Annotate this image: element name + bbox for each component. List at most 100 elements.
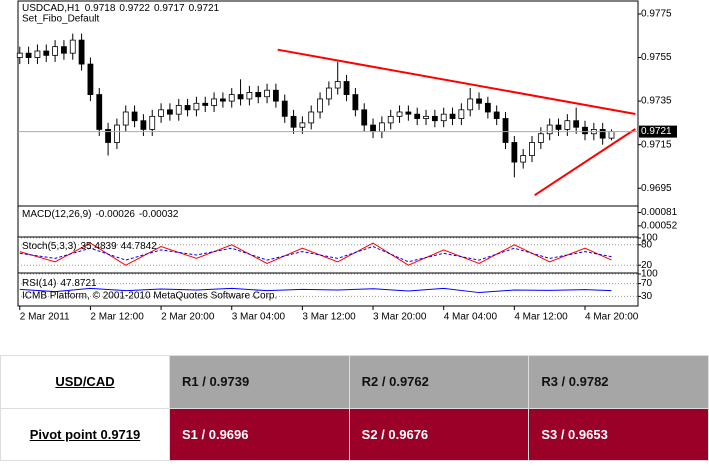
- candle-body: [361, 109, 368, 126]
- support: S3 / 0.9653: [528, 407, 709, 461]
- rsi-label: RSI(14) 47.8721: [22, 278, 97, 289]
- candle-body: [69, 39, 76, 54]
- trend-line: [277, 48, 636, 115]
- chart-header: USDCAD,H1 0.9718 0.9722 0.9717 0.9721: [22, 3, 220, 14]
- y-tick-label: 80: [641, 239, 653, 250]
- candle-body: [158, 109, 164, 117]
- y-tick-label: 20: [641, 260, 653, 271]
- stoch-label: Stoch(5,3,3) 35.4839 44.7842: [22, 241, 157, 252]
- candle-body: [520, 155, 527, 163]
- candle-body: [78, 39, 85, 65]
- candle-body: [122, 111, 129, 126]
- candle-body: [167, 109, 173, 115]
- candle-body: [237, 94, 244, 100]
- chart-bg: [0, 0, 680, 328]
- candle-body: [16, 52, 23, 58]
- candle-body: [114, 124, 120, 143]
- candle-body: [255, 91, 262, 98]
- y-tick-label: 0.00052: [641, 221, 678, 232]
- rsi-main: 47.8721: [60, 278, 97, 289]
- candle-body: [281, 100, 288, 117]
- candle-body: [502, 118, 509, 143]
- y-tick-label: 100: [641, 269, 658, 280]
- resistance: R3 / 0.9782: [528, 355, 709, 409]
- y-tick-label: 0.9755: [641, 52, 672, 63]
- candle-body: [493, 111, 500, 119]
- candle-body: [431, 115, 438, 122]
- y-tick-label: 0.9735: [641, 96, 672, 107]
- resistance: R1 / 0.9739: [169, 355, 350, 409]
- stoch-title: Stoch(5,3,3): [22, 241, 76, 252]
- candle-body: [202, 102, 209, 106]
- y-tick-label: 70: [641, 278, 653, 289]
- candle-body: [529, 142, 535, 156]
- indicator-line: [19, 242, 612, 266]
- candle-body: [220, 98, 226, 102]
- candle-body: [414, 113, 421, 119]
- candle-body: [131, 111, 138, 122]
- candle-body: [34, 50, 41, 58]
- price-box: [639, 125, 677, 138]
- plot-frame: [17, 0, 639, 307]
- candle-body: [476, 98, 482, 104]
- x-tick-label: 4 Mar 04:00: [444, 312, 498, 323]
- x-tick-label: 3 Mar 04:00: [232, 312, 286, 323]
- candle-body: [264, 89, 270, 98]
- candle-body: [308, 111, 315, 124]
- candle-body: [228, 94, 235, 102]
- x-tick-label: 4 Mar 20:00: [585, 312, 639, 323]
- candle-body: [555, 124, 562, 130]
- candle-body: [87, 63, 94, 95]
- candle-body: [246, 91, 253, 100]
- macd-label: MACD(12,26,9) -0.00026 -0.00032: [22, 209, 179, 220]
- macd-signal: -0.00032: [139, 209, 179, 220]
- rsi-title: RSI(14): [22, 278, 56, 289]
- stoch-main: 35.4839: [80, 241, 117, 252]
- candle-body: [149, 115, 156, 130]
- y-tick-label: 0.9715: [641, 139, 672, 150]
- candle-body: [25, 52, 32, 58]
- macd-title: MACD(12,26,9): [22, 209, 91, 220]
- candle-body: [564, 120, 571, 130]
- candle-body: [396, 111, 403, 117]
- candle-body: [193, 102, 200, 111]
- y-tick-label: 0.9695: [641, 183, 672, 194]
- candle-body: [599, 129, 606, 139]
- candle-body: [317, 98, 323, 113]
- support: S2 / 0.9676: [348, 407, 530, 461]
- candle-body: [511, 142, 518, 163]
- candle-body: [43, 50, 50, 56]
- candle-body: [449, 113, 456, 119]
- candle-body: [608, 131, 615, 139]
- candle-body: [343, 81, 350, 95]
- y-tick-label: 100: [641, 233, 658, 244]
- candle-body: [299, 122, 306, 128]
- x-tick-label: 2 Mar 2011: [20, 312, 70, 323]
- symbol: USDCAD,H1: [22, 3, 80, 14]
- candle-body: [582, 126, 588, 135]
- candle-body: [325, 87, 332, 100]
- candle-body: [467, 98, 474, 111]
- candle-body: [387, 115, 394, 124]
- pair: USD/CAD: [55, 374, 115, 390]
- pivot: Pivot point 0.9719: [29, 426, 141, 442]
- candle-body: [378, 122, 385, 132]
- indicator-line: [19, 287, 612, 294]
- candle-body: [140, 120, 147, 130]
- pivot-cell: Pivot point 0.9719: [0, 407, 170, 461]
- candle-body: [458, 109, 465, 119]
- header-close: 0.9721: [189, 3, 220, 14]
- candle-body: [573, 120, 580, 128]
- stoch-signal: 44.7842: [121, 241, 158, 252]
- y-tick-label: 30: [641, 291, 653, 302]
- x-tick-label: 3 Mar 20:00: [373, 312, 427, 323]
- candle-body: [370, 124, 376, 132]
- candle-body: [537, 133, 544, 143]
- candle-body: [175, 105, 182, 115]
- candle-body: [96, 94, 103, 130]
- candle-body: [405, 111, 412, 115]
- pair-cell: USD/CAD: [0, 355, 170, 409]
- candle-body: [211, 98, 217, 106]
- header-high: 0.9722: [119, 3, 150, 14]
